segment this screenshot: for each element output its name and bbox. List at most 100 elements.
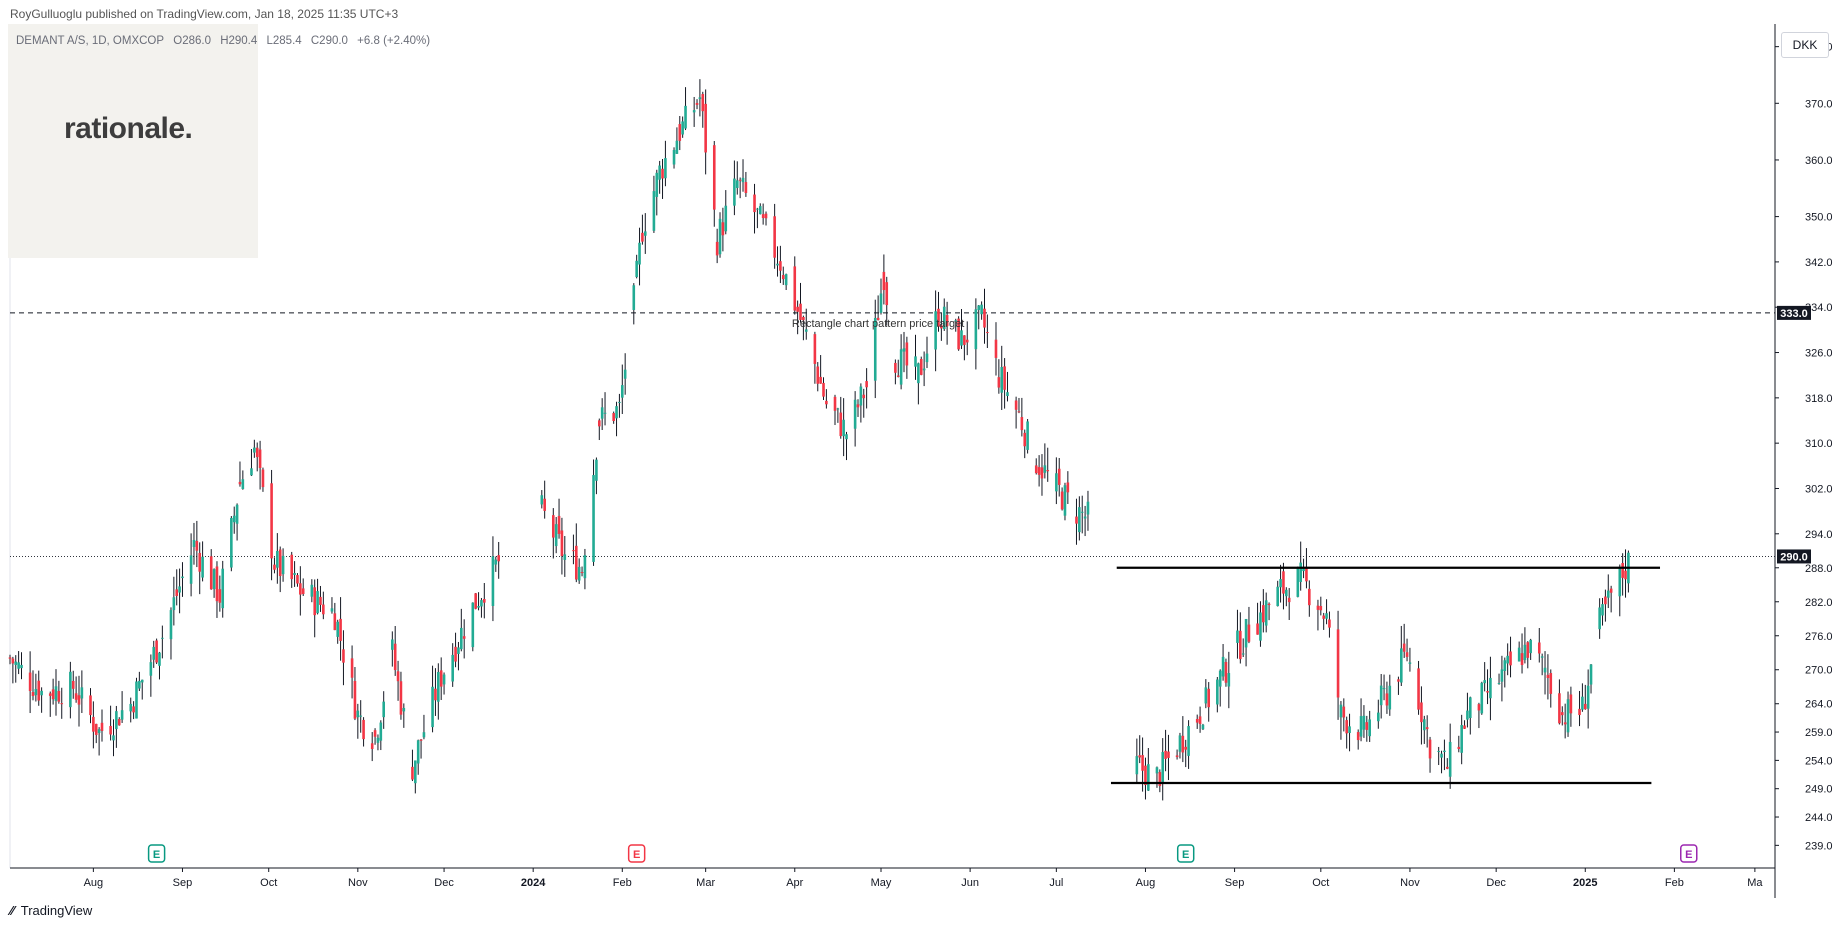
candle [1379,673,1383,719]
candle-body [1287,597,1291,603]
candle-body [980,304,983,315]
candle-body [192,539,196,547]
candle-body [1175,755,1179,758]
candle [1236,609,1239,659]
candle [1425,715,1429,748]
candle-body [1477,704,1481,711]
candle [600,398,604,431]
y-tick-label: 342.0 [1805,257,1833,269]
candle-body [658,165,661,180]
candle [241,470,245,490]
candle-body [896,375,900,377]
candle-body [1201,724,1205,730]
candle [14,655,18,683]
candle-body [738,179,742,181]
candle [833,394,837,426]
candle [460,608,463,652]
earnings-marker[interactable]: E [1176,844,1195,863]
candle [1627,550,1630,593]
candle-body [1336,629,1340,698]
candle [1558,679,1561,725]
candle-body [1583,703,1587,710]
candle-body [353,680,357,719]
candle [132,701,135,720]
candle-body [1086,501,1090,515]
candle-body [28,672,32,692]
earnings-marker[interactable]: E [1680,844,1698,863]
candle [1382,674,1386,701]
symbol-name[interactable]: DEMANT A/S, 1D, OMXCOP [16,35,165,47]
candle-body [77,695,81,705]
x-tick-label: Nov [1400,877,1420,889]
earnings-marker[interactable]: E [147,844,166,863]
candle-body [301,588,305,595]
candle-body [431,686,434,728]
y-tick-label: 302.0 [1805,483,1833,495]
candle-body [1164,750,1167,759]
candle [554,517,558,554]
candle-body [238,481,242,485]
candle-body [1437,750,1440,752]
candle [1055,457,1058,505]
candle [270,469,273,581]
earnings-marker[interactable]: E [627,844,646,863]
candle [1563,703,1567,739]
candle [212,568,216,598]
candle-body [94,723,98,735]
candle [373,728,377,745]
candle-body [894,362,897,373]
y-tick-label: 294.0 [1805,529,1833,541]
candle [756,207,759,229]
candle [997,359,1001,394]
candle-body [1026,421,1029,450]
candle-body [1023,432,1027,447]
candle [1267,602,1271,621]
candle [856,399,860,417]
candle [71,670,75,699]
candle [738,177,742,199]
candle-body [572,550,575,552]
candle [1489,656,1492,721]
candle-body [632,285,636,310]
candle [1362,705,1366,738]
candle [724,190,728,235]
candle [457,641,460,671]
candle-body [1428,739,1432,759]
candle-body [1425,727,1429,730]
candle-body [917,363,920,384]
price-label-box [1777,305,1811,320]
candle [1569,686,1573,727]
candle [983,288,986,344]
candle-body [779,261,782,271]
tradingview-footer[interactable]: ⁄⁄ TradingView [10,903,92,918]
candle-body [1624,570,1627,580]
candle [592,459,595,566]
candle [715,228,719,264]
currency-button[interactable]: DKK [1781,32,1829,58]
candle [960,309,963,349]
candle-body [781,275,785,280]
candle [192,522,196,565]
candle-body [296,575,299,584]
candle [842,398,845,457]
ohlc-change: +6.8 (+2.40%) [357,35,431,47]
candle [1017,397,1021,414]
candle [652,175,656,233]
candle-body [1083,516,1087,519]
candle [896,359,900,378]
candle-body [543,498,546,511]
candle-body [169,610,173,640]
candle-body [753,194,756,213]
candle [399,671,403,720]
candle [494,556,498,572]
candle-body [362,719,365,740]
candle [74,676,78,703]
candle [31,670,35,701]
candle [672,147,676,169]
candle [695,99,699,110]
candle [1144,757,1147,800]
candle-body [681,121,684,135]
candle-body [1078,507,1081,533]
candle [161,625,164,659]
